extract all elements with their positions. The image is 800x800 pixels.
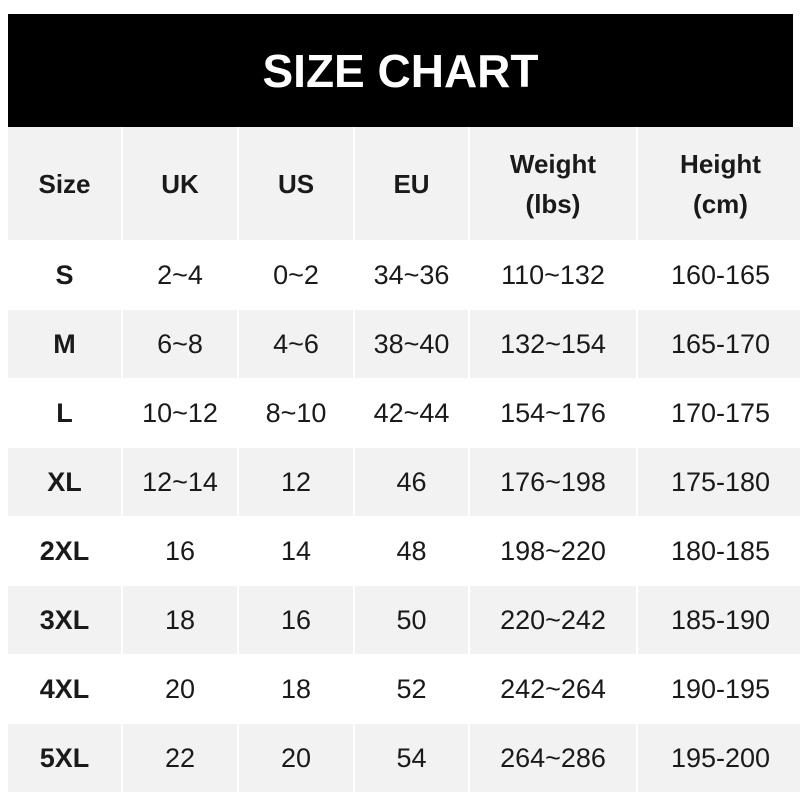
header-row: Size UK US EU Weight (lbs) Height (cm) xyxy=(8,127,800,240)
table-cell: 264~286 xyxy=(470,723,636,792)
table-row: XL 12~14 12 46 176~198 175-180 xyxy=(8,447,800,516)
table-cell: 50 xyxy=(355,585,468,654)
table-cell: 110~132 xyxy=(470,240,636,309)
table-cell: 170-175 xyxy=(638,378,800,447)
table-cell: 0~2 xyxy=(239,240,353,309)
size-label: 3XL xyxy=(8,585,121,654)
table-cell: 175-180 xyxy=(638,447,800,516)
table-cell: 20 xyxy=(123,654,237,723)
column-header: Size xyxy=(8,127,121,240)
size-label: XL xyxy=(8,447,121,516)
table-cell: 34~36 xyxy=(355,240,468,309)
table-cell: 220~242 xyxy=(470,585,636,654)
table-cell: 185-190 xyxy=(638,585,800,654)
table-row: M 6~8 4~6 38~40 132~154 165-170 xyxy=(8,309,800,378)
size-label: 4XL xyxy=(8,654,121,723)
size-label: 5XL xyxy=(8,723,121,792)
table-cell: 16 xyxy=(123,516,237,585)
table-cell: 52 xyxy=(355,654,468,723)
table-cell: 180-185 xyxy=(638,516,800,585)
table-row: 3XL 18 16 50 220~242 185-190 xyxy=(8,585,800,654)
table-cell: 6~8 xyxy=(123,309,237,378)
table-row: L 10~12 8~10 42~44 154~176 170-175 xyxy=(8,378,800,447)
table-cell: 14 xyxy=(239,516,353,585)
size-label: L xyxy=(8,378,121,447)
column-header: Weight (lbs) xyxy=(470,127,636,240)
table-cell: 18 xyxy=(239,654,353,723)
table-cell: 48 xyxy=(355,516,468,585)
size-label: 2XL xyxy=(8,516,121,585)
size-table: Size UK US EU Weight (lbs) Height (cm) S 2~4 0~… xyxy=(6,127,800,792)
table-cell: 16 xyxy=(239,585,353,654)
table-row: 5XL 22 20 54 264~286 195-200 xyxy=(8,723,800,792)
table-cell: 198~220 xyxy=(470,516,636,585)
table-cell: 12~14 xyxy=(123,447,237,516)
table-row: S 2~4 0~2 34~36 110~132 160-165 xyxy=(8,240,800,309)
table-row: 2XL 16 14 48 198~220 180-185 xyxy=(8,516,800,585)
table-cell: 18 xyxy=(123,585,237,654)
table-row: 4XL 20 18 52 242~264 190-195 xyxy=(8,654,800,723)
size-chart-title: SIZE CHART xyxy=(8,14,793,127)
column-header: US xyxy=(239,127,353,240)
table-cell: 195-200 xyxy=(638,723,800,792)
table-cell: 4~6 xyxy=(239,309,353,378)
table-cell: 10~12 xyxy=(123,378,237,447)
table-cell: 165-170 xyxy=(638,309,800,378)
table-cell: 154~176 xyxy=(470,378,636,447)
table-cell: 12 xyxy=(239,447,353,516)
table-cell: 46 xyxy=(355,447,468,516)
table-cell: 38~40 xyxy=(355,309,468,378)
table-cell: 242~264 xyxy=(470,654,636,723)
column-header: EU xyxy=(355,127,468,240)
table-cell: 2~4 xyxy=(123,240,237,309)
column-header: UK xyxy=(123,127,237,240)
table-cell: 8~10 xyxy=(239,378,353,447)
size-label: S xyxy=(8,240,121,309)
table-cell: 176~198 xyxy=(470,447,636,516)
table-cell: 42~44 xyxy=(355,378,468,447)
table-cell: 22 xyxy=(123,723,237,792)
column-header: Height (cm) xyxy=(638,127,800,240)
table-cell: 54 xyxy=(355,723,468,792)
table-cell: 160-165 xyxy=(638,240,800,309)
table-cell: 190-195 xyxy=(638,654,800,723)
size-label: M xyxy=(8,309,121,378)
table-cell: 20 xyxy=(239,723,353,792)
table-cell: 132~154 xyxy=(470,309,636,378)
